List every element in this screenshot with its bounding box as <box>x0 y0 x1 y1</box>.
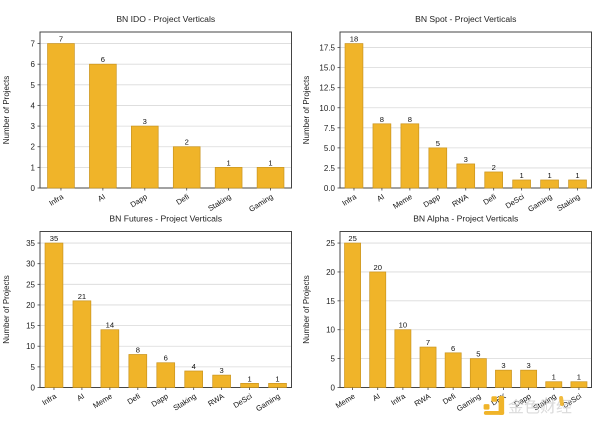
svg-text:15: 15 <box>326 297 335 306</box>
svg-text:3: 3 <box>31 122 36 131</box>
svg-text:3: 3 <box>501 361 505 370</box>
svg-text:6: 6 <box>164 354 168 363</box>
svg-text:3: 3 <box>143 117 147 126</box>
svg-text:15: 15 <box>26 322 35 331</box>
svg-text:10.0: 10.0 <box>319 104 335 113</box>
svg-text:Number of Projects: Number of Projects <box>2 275 11 343</box>
svg-text:10: 10 <box>26 342 35 351</box>
svg-text:35: 35 <box>50 234 58 243</box>
svg-text:BN Futures - Project Verticals: BN Futures - Project Verticals <box>109 214 222 224</box>
svg-text:0.0: 0.0 <box>324 184 336 193</box>
svg-text:25: 25 <box>326 239 335 248</box>
svg-text:20: 20 <box>326 268 335 277</box>
svg-text:1: 1 <box>575 171 579 180</box>
svg-text:1: 1 <box>520 171 524 180</box>
svg-text:6: 6 <box>101 55 105 64</box>
svg-text:8: 8 <box>408 115 412 124</box>
svg-text:20: 20 <box>26 301 35 310</box>
svg-text:Number of Projects: Number of Projects <box>2 76 11 144</box>
svg-text:8: 8 <box>136 345 140 354</box>
svg-text:1: 1 <box>227 158 231 167</box>
svg-text:14: 14 <box>106 321 114 330</box>
svg-text:7: 7 <box>426 338 430 347</box>
svg-text:5: 5 <box>331 355 336 364</box>
svg-text:17.5: 17.5 <box>319 44 335 53</box>
svg-text:1: 1 <box>547 171 551 180</box>
svg-text:Number of Projects: Number of Projects <box>302 275 311 343</box>
svg-text:2: 2 <box>185 138 189 147</box>
svg-text:7: 7 <box>59 35 63 44</box>
svg-text:5: 5 <box>436 139 440 148</box>
svg-text:5: 5 <box>31 81 36 90</box>
svg-text:10: 10 <box>326 326 335 335</box>
svg-text:3: 3 <box>464 155 468 164</box>
svg-text:12.5: 12.5 <box>319 84 335 93</box>
svg-text:Number of Projects: Number of Projects <box>302 76 311 144</box>
svg-text:18: 18 <box>350 35 358 44</box>
svg-text:1: 1 <box>268 158 272 167</box>
svg-text:20: 20 <box>373 263 381 272</box>
svg-text:6: 6 <box>31 60 36 69</box>
svg-text:1: 1 <box>275 374 279 383</box>
svg-text:25: 25 <box>26 280 35 289</box>
svg-text:21: 21 <box>78 292 86 301</box>
svg-text:35: 35 <box>26 239 35 248</box>
svg-text:7.5: 7.5 <box>324 124 336 133</box>
svg-text:1: 1 <box>552 373 556 382</box>
svg-text:8: 8 <box>380 115 384 124</box>
svg-text:30: 30 <box>26 260 35 269</box>
svg-text:7: 7 <box>31 40 36 49</box>
svg-text:0: 0 <box>31 384 36 393</box>
svg-text:2: 2 <box>492 163 496 172</box>
svg-text:0: 0 <box>331 384 336 393</box>
svg-text:5.0: 5.0 <box>324 144 336 153</box>
svg-text:4: 4 <box>192 362 196 371</box>
svg-text:BN IDO - Project Verticals: BN IDO - Project Verticals <box>116 14 215 24</box>
svg-text:6: 6 <box>451 344 455 353</box>
svg-text:1: 1 <box>31 163 36 172</box>
svg-text:25: 25 <box>348 234 356 243</box>
svg-text:1: 1 <box>247 374 251 383</box>
svg-text:5: 5 <box>31 363 36 372</box>
svg-text:15.0: 15.0 <box>319 64 335 73</box>
svg-text:3: 3 <box>527 361 531 370</box>
svg-text:BN Alpha - Project Verticals: BN Alpha - Project Verticals <box>413 214 518 224</box>
svg-text:BN Spot - Project Verticals: BN Spot - Project Verticals <box>415 14 516 24</box>
svg-text:3: 3 <box>220 366 224 375</box>
svg-text:1: 1 <box>577 373 581 382</box>
svg-text:2: 2 <box>31 143 36 152</box>
svg-text:2.5: 2.5 <box>324 164 336 173</box>
svg-text:4: 4 <box>31 101 36 110</box>
svg-text:10: 10 <box>399 321 407 330</box>
svg-text:5: 5 <box>476 350 480 359</box>
svg-text:0: 0 <box>31 184 36 193</box>
